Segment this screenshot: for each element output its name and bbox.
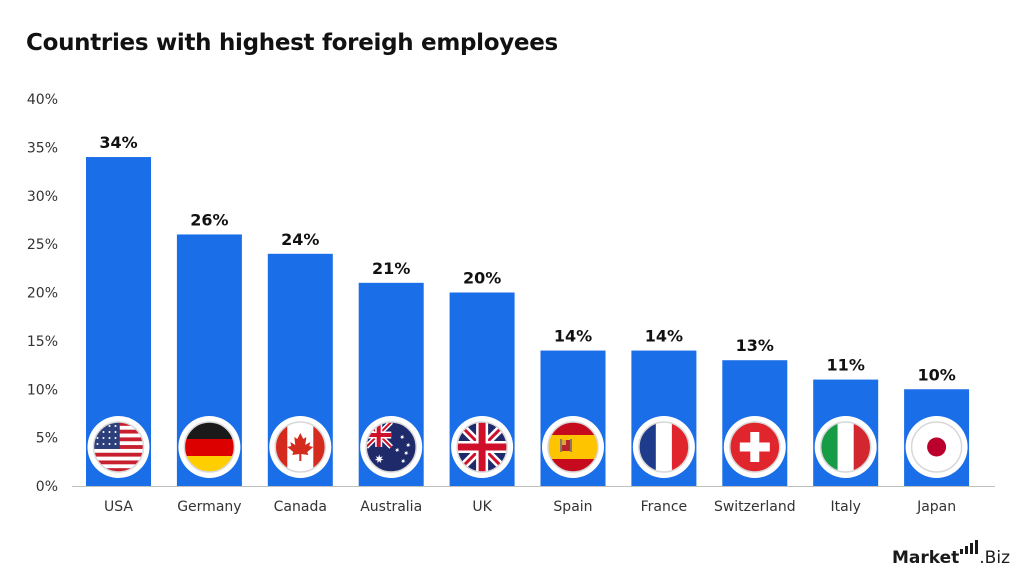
chart-title: Countries with highest foreigh employees	[26, 30, 558, 56]
data-label-switzerland: 13%	[736, 336, 774, 355]
data-label-italy: 11%	[827, 356, 865, 375]
y-tick-label: 5%	[36, 431, 58, 447]
brand-bars-icon	[960, 540, 979, 554]
usa-flag-icon	[87, 416, 150, 478]
data-label-france: 14%	[645, 327, 683, 346]
y-tick-label: 30%	[27, 189, 58, 205]
y-tick-label: 25%	[27, 237, 58, 253]
italy-flag-icon	[814, 416, 877, 478]
japan-flag-icon	[905, 416, 968, 478]
x-tick-label-australia: Australia	[360, 499, 422, 515]
y-tick-label: 0%	[36, 479, 58, 495]
y-tick-label: 35%	[27, 140, 58, 156]
uk-flag-icon	[451, 416, 514, 478]
y-tick-label: 15%	[27, 334, 58, 350]
x-tick-label-italy: Italy	[831, 499, 861, 515]
x-tick-label-canada: Canada	[274, 499, 327, 515]
data-label-australia: 21%	[372, 259, 410, 278]
x-tick-label-germany: Germany	[177, 499, 241, 515]
y-tick-label: 20%	[27, 286, 58, 302]
data-label-usa: 34%	[99, 133, 137, 152]
brand-name-part1: Market	[892, 548, 960, 568]
x-axis: USA Germany Canada Australia UK Spain France Sw…	[72, 486, 995, 515]
data-label-japan: 10%	[917, 365, 955, 384]
data-label-germany: 26%	[190, 210, 228, 229]
australia-flag-icon	[360, 416, 423, 478]
switzerland-flag-icon	[723, 416, 786, 478]
x-tick-label-switzerland: Switzerland	[714, 499, 796, 515]
y-axis: 0% 5% 10% 15% 20% 25% 30% 35% 40%	[27, 92, 58, 495]
brand-name-part2: .Biz	[979, 548, 1010, 568]
france-flag-icon	[632, 416, 695, 478]
spain-flag-icon	[541, 416, 604, 478]
data-label-uk: 20%	[463, 269, 501, 288]
x-tick-label-japan: Japan	[916, 499, 956, 515]
canada-flag-icon	[269, 416, 332, 478]
data-label-spain: 14%	[554, 327, 592, 346]
y-tick-label: 10%	[27, 382, 58, 398]
x-tick-label-usa: USA	[104, 499, 133, 515]
y-tick-label: 40%	[27, 92, 58, 108]
x-tick-label-uk: UK	[472, 499, 492, 515]
x-tick-label-france: France	[641, 499, 688, 515]
bars: 34% 26% 24% 21% 20% 14% 14% 13% 11% 10%	[86, 133, 970, 487]
data-label-canada: 24%	[281, 230, 319, 249]
marketbiz-logo: Market .Biz	[892, 540, 1010, 568]
x-tick-label-spain: Spain	[553, 499, 592, 515]
germany-flag-icon	[178, 416, 241, 478]
